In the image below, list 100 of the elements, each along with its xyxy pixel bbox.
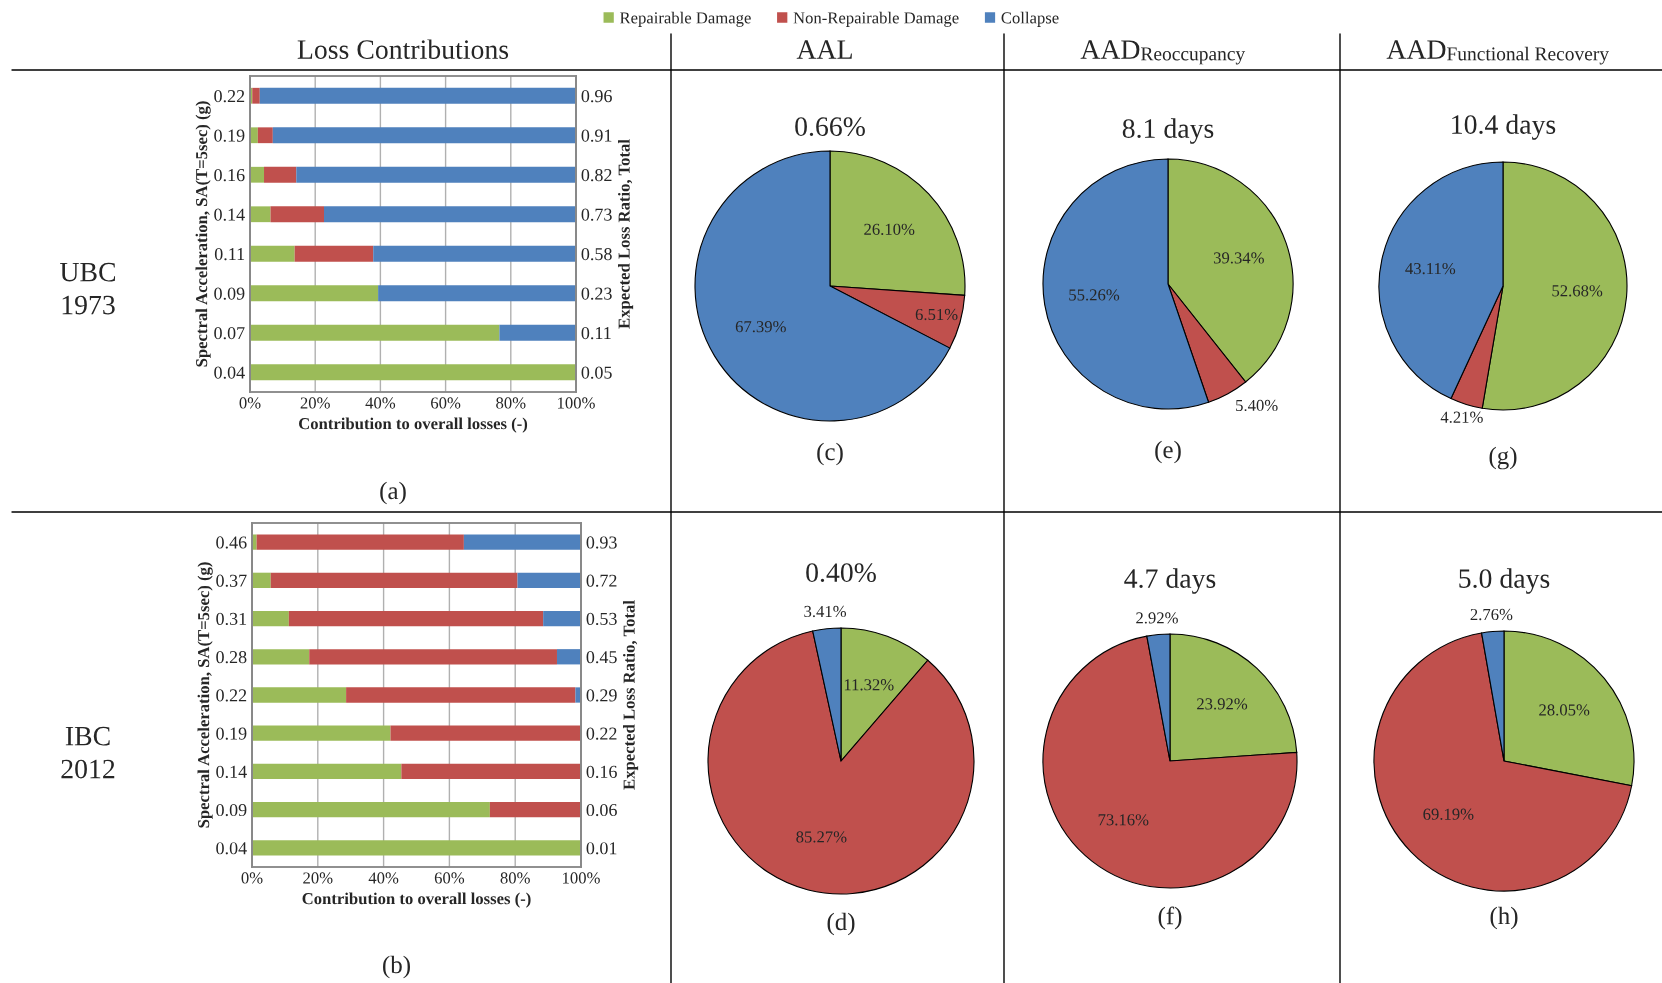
- bar: [250, 127, 258, 144]
- y2-tick-label: 0.06: [586, 803, 617, 817]
- data-label: 28.05%: [1539, 704, 1590, 716]
- bar: [259, 87, 576, 104]
- x-axis-title: Contribution to overall losses (-): [299, 417, 528, 433]
- legend-label: Non-Repairable Damage: [793, 11, 959, 27]
- x-tick-label: 60%: [434, 872, 465, 884]
- text: (d): [827, 912, 855, 936]
- data-label: 23.92%: [1197, 698, 1248, 710]
- bar: [294, 245, 374, 262]
- bar: [270, 572, 518, 588]
- y-tick-label: 0.19: [214, 129, 245, 142]
- bar: [390, 725, 581, 741]
- data-label: 2.76%: [1470, 608, 1513, 621]
- data-label: 3.41%: [804, 605, 847, 618]
- data-label: 85.27%: [796, 831, 847, 843]
- x-tick-label: 40%: [368, 872, 399, 884]
- x-tick-label: 100%: [563, 872, 600, 884]
- pie-slice: [1373, 632, 1633, 892]
- bar: [296, 166, 576, 183]
- y2-tick-label: 0.45: [586, 651, 617, 664]
- chart-subtitle: 5.0 days: [1459, 568, 1550, 594]
- y-tick-label: 0.11: [214, 248, 245, 261]
- y2-tick-label: 0.22: [586, 727, 617, 740]
- x-tick-label: 80%: [496, 397, 526, 409]
- chart-subtitle: 0.66%: [795, 117, 865, 137]
- text: (h): [1490, 906, 1518, 930]
- y2-tick-label: 0.16: [586, 765, 617, 778]
- chart-subtitle: 0.40%: [806, 563, 876, 583]
- bar: [252, 725, 391, 741]
- y2-tick-label: 0.73: [581, 208, 612, 221]
- bar: [252, 649, 310, 665]
- bar: [288, 610, 544, 627]
- bar: [270, 206, 324, 223]
- text: (e): [1155, 440, 1181, 464]
- y-tick-label: 0.04: [214, 366, 245, 379]
- y-tick-label: 0.22: [214, 90, 245, 103]
- y-tick-label: 0.04: [216, 842, 247, 855]
- data-label: 4.21%: [1440, 411, 1483, 423]
- bar: [489, 802, 581, 818]
- bar: [272, 127, 576, 144]
- y2-tick-label: 0.96: [581, 90, 612, 103]
- y-tick-label: 0.09: [216, 803, 247, 817]
- y2-tick-label: 0.91: [581, 129, 612, 142]
- bar: [252, 610, 289, 627]
- y-tick-label: 0.28: [216, 651, 247, 664]
- y-tick-label: 0.16: [214, 169, 245, 182]
- pie-slice: [1042, 635, 1298, 889]
- data-label: 55.26%: [1069, 289, 1120, 301]
- bar: [252, 840, 581, 856]
- bar: [250, 166, 265, 183]
- y-axis-title: Spectral Acceleration, SA(T=5sec) (g): [195, 101, 211, 367]
- bar: [556, 649, 581, 665]
- bar: [250, 245, 295, 262]
- data-label: 52.68%: [1552, 285, 1603, 297]
- text: (g): [1489, 446, 1517, 470]
- chart-subtitle: 8.1 days: [1122, 118, 1214, 144]
- data-label: 5.40%: [1236, 399, 1278, 412]
- bar: [543, 610, 581, 627]
- bar: [250, 206, 271, 223]
- x-tick-label: 60%: [431, 397, 461, 409]
- chart-subtitle: 4.7 days: [1124, 568, 1216, 594]
- text: (c): [817, 442, 843, 466]
- y-tick-label: 0.19: [216, 727, 247, 740]
- y2-tick-label: 0.58: [581, 248, 612, 261]
- bar: [463, 534, 581, 550]
- bar: [252, 572, 271, 588]
- y2-tick-label: 0.82: [581, 169, 612, 182]
- text: (f): [1158, 906, 1182, 930]
- y2-axis-title: Expected Loss Ratio, Total: [618, 139, 634, 329]
- x-tick-label: 20%: [300, 397, 330, 409]
- data-label: 73.16%: [1098, 814, 1149, 826]
- y2-tick-label: 0.53: [586, 612, 617, 626]
- data-label: 11.32%: [844, 679, 894, 691]
- data-label: 39.34%: [1213, 252, 1264, 264]
- data-label: 6.51%: [915, 308, 958, 321]
- y-tick-label: 0.07: [214, 327, 245, 340]
- chart-title: Loss Contributions: [297, 39, 509, 59]
- chart-title: AAL: [796, 40, 852, 59]
- x-tick-label: 20%: [303, 872, 333, 884]
- bar: [252, 802, 490, 818]
- bar: [250, 324, 500, 341]
- bar: [346, 687, 576, 703]
- y2-tick-label: 0.11: [581, 327, 611, 340]
- y-tick-label: 0.22: [216, 689, 247, 702]
- text: (b): [383, 955, 410, 979]
- bar: [324, 206, 576, 223]
- bar: [252, 534, 257, 550]
- bar: [264, 166, 297, 183]
- y-tick-label: 0.37: [216, 574, 247, 587]
- y2-tick-label: 0.05: [581, 366, 612, 379]
- bar: [252, 763, 402, 780]
- x-tick-label: 80%: [500, 872, 530, 884]
- y2-tick-label: 0.72: [586, 574, 617, 587]
- x-tick-label: 0%: [241, 872, 263, 884]
- data-label: 26.10%: [864, 223, 915, 235]
- bar: [252, 87, 260, 104]
- bar: [378, 285, 576, 302]
- bar: [401, 763, 581, 780]
- data-label: 69.19%: [1423, 808, 1474, 820]
